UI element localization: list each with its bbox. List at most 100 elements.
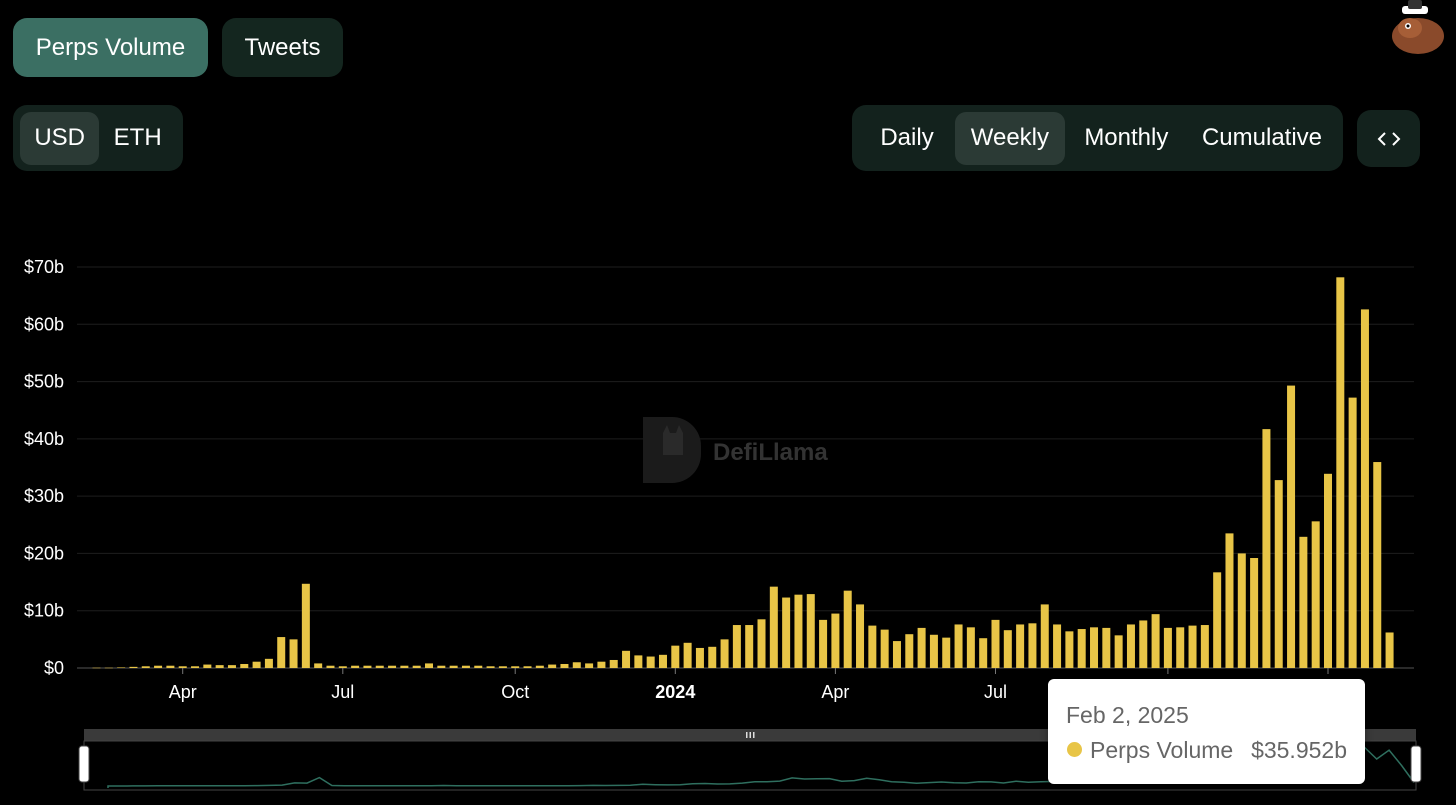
bar[interactable] (646, 656, 655, 668)
bar[interactable] (572, 662, 581, 668)
bar[interactable] (585, 663, 594, 668)
bar[interactable] (880, 629, 889, 668)
bar[interactable] (363, 665, 372, 668)
bar[interactable] (732, 625, 741, 668)
bar[interactable] (154, 665, 163, 668)
bar[interactable] (1065, 631, 1074, 668)
bar[interactable] (92, 667, 101, 669)
weekly-option[interactable]: Weekly (955, 111, 1065, 165)
bar[interactable] (523, 666, 532, 668)
bar[interactable] (1213, 572, 1222, 668)
bar[interactable] (252, 661, 261, 668)
bar[interactable] (535, 665, 544, 668)
bar[interactable] (498, 666, 507, 668)
bar[interactable] (1016, 624, 1025, 668)
bar[interactable] (1311, 521, 1320, 668)
bar[interactable] (622, 650, 631, 668)
bar[interactable] (1360, 309, 1369, 668)
bar[interactable] (1139, 620, 1148, 668)
bar[interactable] (769, 586, 778, 668)
bar[interactable] (843, 590, 852, 668)
bar[interactable] (425, 663, 434, 668)
daily-option[interactable]: Daily (880, 124, 934, 151)
bar[interactable] (1003, 630, 1012, 668)
bar[interactable] (1200, 625, 1209, 668)
bar[interactable] (1250, 558, 1259, 668)
bar[interactable] (388, 665, 397, 668)
bar[interactable] (991, 619, 1000, 668)
usd-option[interactable]: USD (20, 111, 100, 165)
brush-handle-left[interactable] (78, 745, 90, 783)
brush-handle-right[interactable] (1410, 745, 1422, 783)
bar[interactable] (708, 646, 717, 668)
bar[interactable] (548, 664, 557, 668)
bar[interactable] (892, 641, 901, 668)
bar[interactable] (929, 634, 938, 668)
bar[interactable] (1188, 625, 1197, 668)
bar[interactable] (264, 658, 273, 668)
bar[interactable] (437, 665, 446, 668)
bar[interactable] (412, 665, 421, 668)
bar[interactable] (868, 625, 877, 668)
eth-option[interactable]: ETH (113, 124, 162, 151)
bar[interactable] (745, 625, 754, 668)
bar[interactable] (117, 667, 126, 668)
bar[interactable] (720, 639, 729, 668)
bar[interactable] (1373, 462, 1382, 668)
bar[interactable] (560, 663, 569, 668)
bar[interactable] (141, 666, 150, 668)
bar[interactable] (609, 659, 618, 668)
bar[interactable] (905, 634, 914, 668)
bar[interactable] (1225, 533, 1234, 668)
bar[interactable] (917, 627, 926, 668)
bar[interactable] (1176, 627, 1185, 668)
bar[interactable] (856, 604, 865, 668)
bar[interactable] (1151, 614, 1160, 668)
bar[interactable] (794, 594, 803, 668)
bar[interactable] (757, 619, 766, 668)
bar[interactable] (474, 665, 483, 668)
bar[interactable] (819, 619, 828, 668)
bar[interactable] (634, 655, 643, 668)
bar[interactable] (351, 665, 360, 668)
bar[interactable] (166, 665, 175, 668)
bar[interactable] (658, 654, 667, 668)
bar[interactable] (326, 665, 335, 668)
monthly-option[interactable]: Monthly (1084, 124, 1169, 151)
bar[interactable] (782, 597, 791, 668)
bar[interactable] (277, 637, 286, 668)
bar[interactable] (671, 645, 680, 668)
bar[interactable] (1028, 623, 1037, 668)
bar[interactable] (449, 665, 458, 668)
bar[interactable] (1237, 553, 1246, 668)
bar[interactable] (240, 663, 249, 668)
bar[interactable] (597, 661, 606, 668)
bar[interactable] (314, 663, 323, 668)
bar[interactable] (215, 665, 224, 668)
bar[interactable] (1102, 627, 1111, 668)
bar[interactable] (1126, 624, 1135, 668)
bar[interactable] (831, 613, 840, 668)
bar[interactable] (942, 637, 951, 668)
embed-button[interactable] (1357, 110, 1420, 167)
bar[interactable] (1324, 473, 1332, 668)
bar[interactable] (511, 666, 520, 668)
bar[interactable] (1274, 480, 1283, 668)
bar[interactable] (301, 583, 310, 668)
bar[interactable] (683, 642, 692, 668)
bar[interactable] (1163, 627, 1172, 668)
bar[interactable] (203, 664, 212, 668)
bar[interactable] (1114, 635, 1123, 668)
bar[interactable] (1040, 604, 1049, 668)
bar[interactable] (400, 665, 409, 668)
avatar[interactable] (1388, 0, 1448, 56)
bar[interactable] (1287, 385, 1296, 668)
bar[interactable] (1053, 624, 1062, 668)
tab-tweets[interactable]: Tweets (222, 18, 343, 77)
tab-perps-volume[interactable]: Perps Volume (13, 18, 208, 77)
bar[interactable] (375, 665, 384, 668)
bar[interactable] (979, 638, 988, 668)
bar[interactable] (191, 666, 200, 668)
bar[interactable] (461, 665, 470, 668)
bar[interactable] (806, 594, 815, 668)
